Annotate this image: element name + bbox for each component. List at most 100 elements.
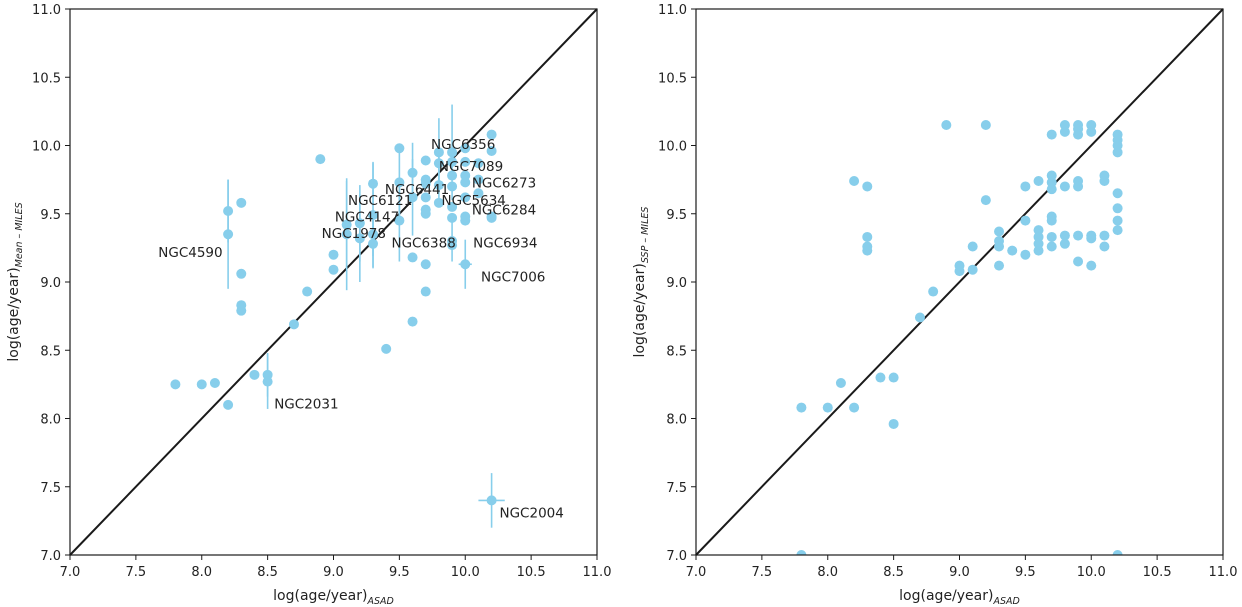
left-xtick-label: 7.5: [126, 565, 147, 580]
right-data-point: [1112, 225, 1123, 236]
left-annotation: NGC4147: [335, 209, 399, 225]
left-data-point: [236, 305, 247, 316]
right-ytick-label: 9.5: [666, 208, 687, 223]
right-ytick-label: 8.5: [666, 344, 687, 359]
right-data-point: [994, 226, 1005, 237]
right-data-point: [1086, 260, 1097, 271]
right-data-point: [1073, 181, 1084, 192]
right-data-point: [1112, 203, 1123, 214]
right-ytick-label: 8.0: [666, 413, 687, 428]
left-data-point: [473, 188, 484, 199]
left-annotation: NGC1978: [322, 226, 386, 242]
left-data-point: [420, 192, 431, 203]
left-xtick-label: 7.0: [60, 565, 81, 580]
left-data-point: [420, 155, 431, 166]
right-xtick-label: 10.0: [1077, 565, 1106, 580]
right-data-point: [1073, 129, 1084, 140]
right-data-point: [1046, 129, 1057, 140]
left-data-point: [288, 319, 299, 330]
right-data-point: [849, 175, 860, 186]
right-xtick-label: 7.0: [686, 565, 707, 580]
right-ytick-label: 7.0: [666, 549, 687, 564]
left-data-point: [447, 240, 458, 251]
right-data-point: [954, 266, 965, 277]
left-data-point: [407, 316, 418, 327]
right-xtick-label: 11.0: [1209, 565, 1238, 580]
right-data-point: [914, 312, 925, 323]
right-data-point: [849, 402, 860, 413]
right-xtick-label: 9.0: [949, 565, 970, 580]
right-y-axis-label: log(age/year)SSP – MILES: [632, 207, 651, 358]
right-data-point: [822, 402, 833, 413]
left-data-point: [486, 212, 497, 223]
left-data-point: [420, 178, 431, 189]
left-data-point: [447, 156, 458, 167]
right-data-point: [1020, 181, 1031, 192]
right-data-point: [1086, 233, 1097, 244]
left-xtick-label: 9.5: [389, 565, 410, 580]
left-data-point: [223, 229, 234, 240]
left-annotation: NGC2031: [274, 396, 338, 412]
left-xtick-label: 10.5: [517, 565, 546, 580]
right-data-point: [980, 195, 991, 206]
right-data-point: [1112, 550, 1123, 555]
left-points: [170, 104, 505, 528]
left-data-point: [407, 252, 418, 263]
left-data-point: [420, 259, 431, 270]
left-data-point: [354, 233, 365, 244]
right-data-point: [1033, 175, 1044, 186]
right-xtick-label: 8.5: [883, 565, 904, 580]
right-data-point: [1112, 188, 1123, 199]
left-data-point: [433, 158, 444, 169]
left-ytick-label: 10.5: [32, 71, 61, 86]
right-data-point: [888, 372, 899, 383]
right-points: [796, 120, 1123, 555]
left-x-axis-label: log(age/year)ASAD: [273, 588, 394, 607]
left-annotation: NGC6388: [391, 235, 455, 251]
left-data-point: [447, 147, 458, 158]
left-annotation: NGC5634: [442, 193, 506, 209]
right-data-point: [875, 372, 886, 383]
right-data-point: [967, 264, 978, 275]
right-ytick-label: 10.0: [658, 140, 687, 155]
right-ytick-label: 10.5: [658, 71, 687, 86]
left-data-point: [394, 215, 405, 226]
left-data-point: [433, 197, 444, 208]
left-xtick-label: 8.0: [191, 565, 212, 580]
left-data-point: [460, 143, 471, 154]
left-ytick-label: 8.5: [40, 344, 61, 359]
left-data-point: [420, 208, 431, 219]
left-ytick-label: 11.0: [32, 3, 61, 18]
left-xtick-label: 11.0: [583, 565, 612, 580]
right-xtick-label: 8.0: [817, 565, 838, 580]
right-data-point: [1046, 215, 1057, 226]
left-ytick-label: 8.0: [40, 413, 61, 428]
right-data-point: [967, 241, 978, 252]
right-data-point: [1020, 215, 1031, 226]
left-identity-line: [69, 8, 598, 556]
left-xtick-label: 9.0: [323, 565, 344, 580]
right-xtick-label: 7.5: [752, 565, 773, 580]
right-data-point: [796, 402, 807, 413]
right-xtick-label: 9.5: [1015, 565, 1036, 580]
left-data-point: [460, 215, 471, 226]
right-xtick-label: 10.5: [1143, 565, 1172, 580]
left-data-point: [447, 212, 458, 223]
left-annotation: NGC4590: [158, 245, 222, 261]
right-data-point: [1059, 238, 1070, 249]
left-xtick-label: 8.5: [257, 565, 278, 580]
right-ytick-label: 7.5: [666, 481, 687, 496]
left-y-axis-label: log(age/year)Mean – MILES: [6, 202, 25, 361]
left-ytick-label: 9.0: [40, 276, 61, 291]
right-data-point: [980, 120, 991, 131]
left-data-point: [341, 229, 352, 240]
left-data-point: [460, 259, 471, 270]
right-data-point: [862, 181, 873, 192]
right-data-point: [1112, 215, 1123, 226]
left-data-point: [170, 379, 181, 390]
right-data-point: [1099, 175, 1110, 186]
left-data-point: [223, 399, 234, 410]
right-data-point: [994, 241, 1005, 252]
left-data-point: [407, 192, 418, 203]
